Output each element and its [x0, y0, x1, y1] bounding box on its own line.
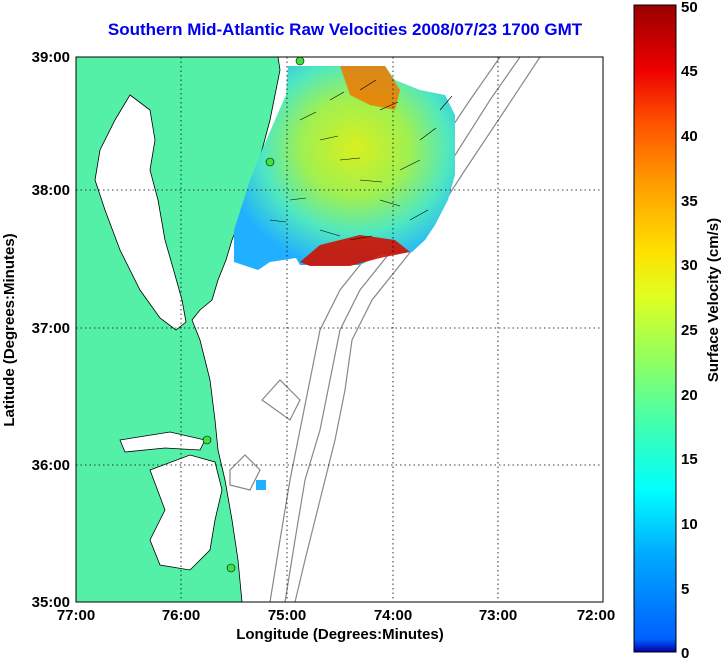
- x-tick-label: 73:00: [479, 607, 517, 624]
- radar-stations: [202, 56, 305, 573]
- radar-station-marker: [265, 157, 275, 167]
- y-tick-label: 35:00: [32, 594, 70, 611]
- velocity-hotspot-north: [340, 66, 400, 110]
- velocity-patch-small: [256, 480, 266, 490]
- velocity-arrows: [269, 79, 453, 241]
- colorbar-tick-label: 40: [681, 128, 698, 145]
- colorbar-tick-label: 50: [681, 0, 698, 16]
- colorbar-tick-label: 20: [681, 387, 698, 404]
- colorbar-label: Surface Velocity (cm/s): [705, 218, 722, 382]
- colorbar-tick-label: 45: [681, 63, 698, 80]
- graticule: [76, 57, 603, 602]
- radar-station-marker: [202, 435, 212, 445]
- colorbar-tick-label: 5: [681, 581, 689, 598]
- y-tick-label: 38:00: [32, 182, 70, 199]
- colorbar: [633, 4, 677, 653]
- map-title: Southern Mid-Atlantic Raw Velocities 200…: [107, 20, 583, 39]
- y-axis-label: Latitude (Degrees:Minutes): [1, 233, 18, 426]
- radar-station-marker: [226, 563, 236, 573]
- colorbar-tick-label: 0: [681, 645, 689, 659]
- x-tick-label: 77:00: [57, 607, 95, 624]
- x-tick-label: 74:00: [374, 607, 412, 624]
- velocity-field: [234, 66, 455, 270]
- x-axis-label: Longitude (Degrees:Minutes): [236, 626, 444, 643]
- colorbar-tick-label: 25: [681, 322, 698, 339]
- pamlico-sound: [149, 454, 223, 571]
- colorbar-ticks: 0 5 10 15 20 25 30 35 40 45 50: [681, 0, 698, 659]
- x-tick-label: 72:00: [577, 607, 615, 624]
- albemarle-sound: [119, 431, 206, 453]
- radar-station-marker: [295, 56, 305, 66]
- colorbar-tick-label: 15: [681, 451, 698, 468]
- velocity-hotspot-south: [300, 235, 410, 266]
- colorbar-tick-label: 30: [681, 257, 698, 274]
- y-tick-label: 36:00: [32, 457, 70, 474]
- chesapeake-bay: [94, 94, 187, 331]
- colorbar-tick-label: 10: [681, 516, 698, 533]
- colorbar-tick-label: 35: [681, 193, 698, 210]
- x-tick-label: 76:00: [162, 607, 200, 624]
- y-tick-label: 39:00: [32, 49, 70, 66]
- y-tick-label: 37:00: [32, 320, 70, 337]
- x-tick-label: 75:00: [268, 607, 306, 624]
